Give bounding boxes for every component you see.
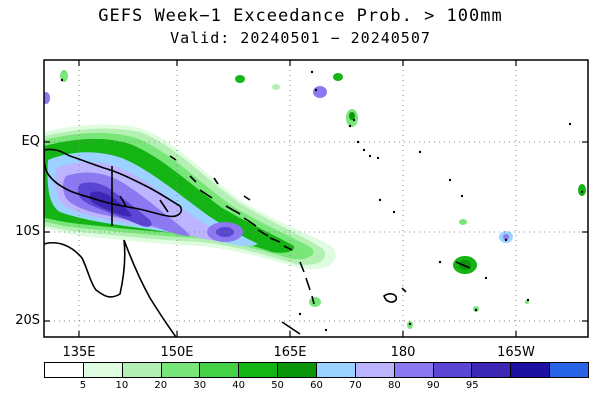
legend-swatch — [317, 363, 356, 377]
x-tick-label: 150E — [160, 345, 194, 360]
legend-swatch — [550, 363, 589, 377]
legend-swatch — [200, 363, 240, 377]
axis-ticks — [44, 60, 588, 337]
y-tick-label: 10S — [15, 224, 40, 239]
x-tick-label: 165W — [497, 345, 535, 360]
map-title: GEFS Week−1 Exceedance Prob. > 100mm — [98, 6, 503, 26]
x-tick-label: 180 — [390, 345, 416, 360]
legend-swatch — [122, 363, 162, 377]
y-tick-label: 20S — [15, 313, 40, 328]
probability-field — [44, 60, 588, 337]
new-guinea-coast — [44, 148, 183, 218]
legend-label: 90 — [426, 380, 440, 391]
legend-swatch — [161, 363, 201, 377]
legend-label: 60 — [310, 380, 323, 391]
legend-label: 20 — [154, 380, 168, 391]
legend-label: 80 — [387, 380, 401, 391]
y-tick-label: EQ — [21, 134, 40, 149]
legend-label: 5 — [79, 380, 87, 391]
color-legend — [44, 362, 589, 378]
grid-lines — [44, 60, 588, 337]
legend-label: 10 — [115, 380, 129, 391]
legend-swatch — [472, 363, 512, 377]
legend-swatch — [394, 363, 434, 377]
island-dots — [60, 70, 584, 332]
legend-swatch — [239, 363, 279, 377]
legend-swatch — [45, 363, 84, 377]
x-tick-label: 165E — [273, 345, 307, 360]
legend-swatch — [433, 363, 473, 377]
legend-label: 30 — [193, 380, 207, 391]
legend-swatch — [83, 363, 123, 377]
map-subtitle: Valid: 20240501 − 20240507 — [170, 29, 431, 47]
prob-blob-north2 — [313, 86, 327, 98]
australia-coast — [44, 239, 177, 337]
coastlines — [44, 148, 471, 337]
legend-swatch — [278, 363, 318, 377]
legend-swatch — [355, 363, 395, 377]
legend-label: 95 — [465, 380, 479, 391]
legend-label: 50 — [271, 380, 284, 391]
legend-label: 70 — [349, 380, 362, 391]
legend-swatch — [511, 363, 551, 377]
x-tick-label: 135E — [62, 345, 96, 360]
plot-frame — [43, 59, 589, 338]
legend-label: 40 — [232, 380, 245, 391]
